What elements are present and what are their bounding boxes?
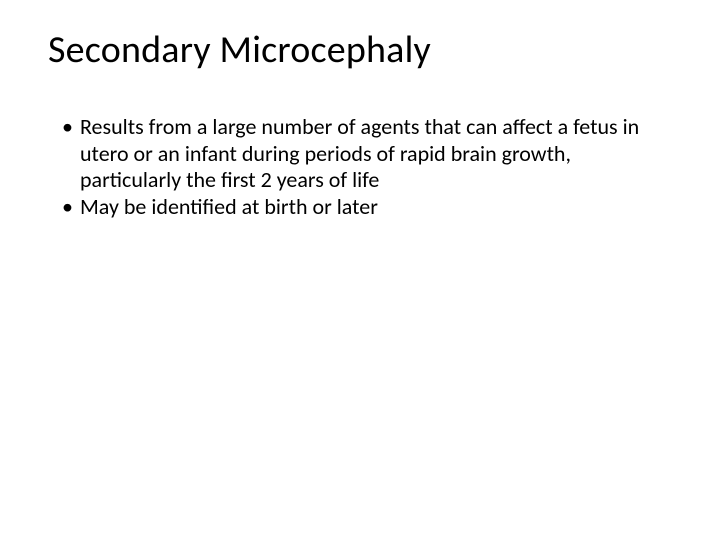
bullet-list: Results from a large number of agents th… [48, 114, 672, 221]
slide-title: Secondary Microcephaly [48, 30, 672, 72]
list-item: May be identified at birth or later [62, 194, 672, 221]
slide: Secondary Microcephaly Results from a la… [0, 0, 720, 540]
list-item: Results from a large number of agents th… [62, 114, 672, 194]
